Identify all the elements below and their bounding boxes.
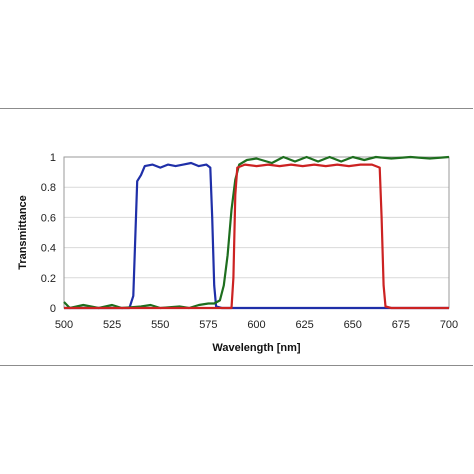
series-line-2 (63, 155, 450, 310)
series-lines (63, 155, 450, 310)
x-tick-label: 650 (344, 319, 362, 331)
x-tick-label: 575 (199, 319, 217, 331)
series-line-3 (64, 163, 449, 310)
gridlines (64, 156, 449, 309)
y-tick-label: 0.2 (41, 273, 56, 285)
series-line-1 (64, 161, 449, 310)
y-axis-ticks: 0 0.2 0.4 0.6 0.8 1 (41, 152, 56, 315)
y-tick-label: 0 (50, 303, 56, 315)
x-axis-ticks: 500 525 550 575 600 625 650 675 700 (55, 319, 458, 331)
y-tick-label: 0.8 (41, 182, 56, 194)
y-axis-title: Transmittance (17, 195, 29, 270)
chart-panel (0, 108, 473, 366)
y-tick-label: 0.4 (41, 243, 56, 255)
y-tick-label: 0.6 (41, 212, 56, 224)
plot-area-border (63, 156, 450, 309)
x-tick-label: 500 (55, 319, 73, 331)
x-tick-label: 525 (103, 319, 121, 331)
x-tick-label: 625 (295, 319, 313, 331)
x-tick-label: 700 (440, 319, 458, 331)
x-axis-title: Wavelength [nm] (212, 342, 301, 354)
x-tick-label: 675 (392, 319, 410, 331)
y-tick-label: 1 (50, 152, 56, 164)
x-tick-label: 600 (247, 319, 265, 331)
x-tick-label: 550 (151, 319, 169, 331)
